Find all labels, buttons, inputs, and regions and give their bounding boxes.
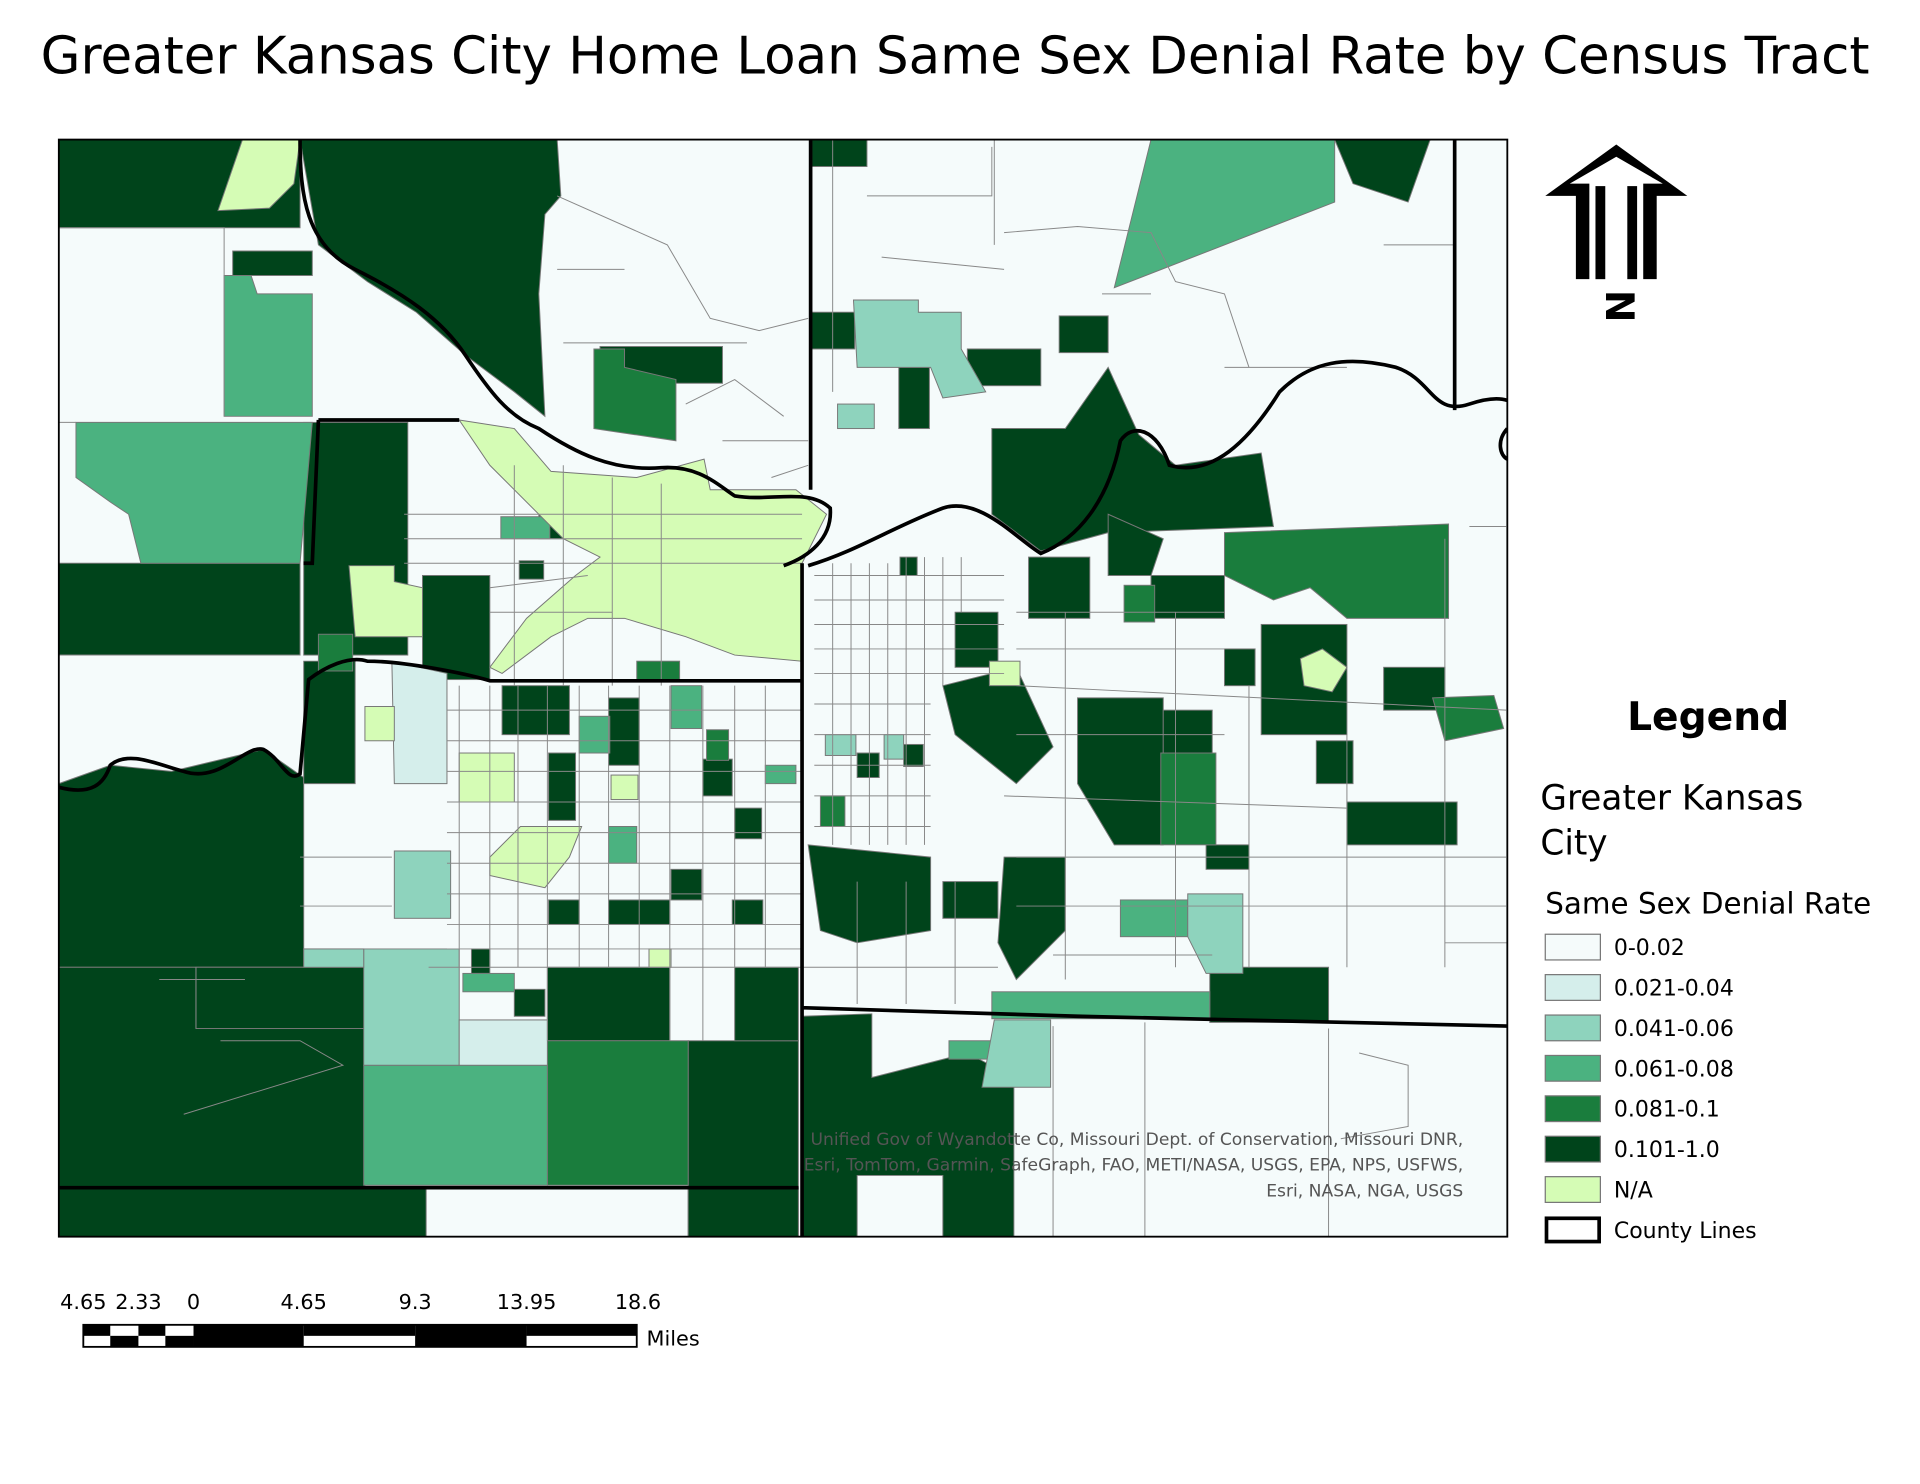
legend-swatch [1544,1054,1601,1082]
legend-swatch [1544,1216,1601,1244]
legend-swatch [1544,1014,1601,1042]
tracts-na [217,139,1348,968]
legend-swatch [1544,974,1601,1001]
legend-label: N/A [1614,1178,1653,1203]
legend-label: County Lines [1614,1219,1757,1244]
legend-label: 0.101-1.0 [1614,1138,1720,1163]
legend-swatch [1544,1176,1601,1203]
legend-layer: Greater Kansas City [1540,777,1804,864]
legend-swatch [1544,933,1601,961]
map-frame [57,138,1509,1238]
legend-swatch [1544,1135,1601,1163]
scale-label: 2.33 [115,1290,161,1314]
north-letter: N [1596,290,1641,323]
legend-label: 0.021-0.04 [1614,976,1734,1001]
county-lines [58,139,1508,1237]
map-body [58,139,1508,1237]
legend-label: 0.061-0.08 [1614,1057,1734,1082]
scale-label: 0 [187,1290,200,1314]
legend-field: Same Sex Denial Rate [1545,886,1871,920]
scale-label: 9.3 [399,1290,432,1314]
attribution-line: Esri, TomTom, Garmin, SafeGraph, FAO, ME… [804,1156,1464,1176]
north-arrow: N [1545,144,1688,323]
legend-swatch [1544,1095,1601,1123]
attribution-line: Esri, NASA, NGA, USGS [1266,1181,1463,1201]
attribution: Unified Gov of Wyandotte Co, Missouri De… [804,1130,1464,1201]
map-title: Greater Kansas City Home Loan Same Sex D… [41,26,1870,86]
scale-label: 13.95 [497,1290,557,1314]
scale-bar: 4.65 2.33 0 4.65 9.3 13.95 18.6 Miles [60,1290,700,1351]
legend-label: 0.041-0.06 [1614,1017,1734,1042]
legend-layer-box: Greater Kansas City [1540,777,1804,864]
scale-label: 4.65 [60,1290,106,1314]
tract-lines [58,139,1508,1237]
scale-label: 18.6 [615,1290,661,1314]
tracts-041 [303,299,1244,1088]
legend-label: 0-0.02 [1614,936,1685,961]
scale-unit: Miles [647,1327,700,1351]
legend-label: 0.081-0.1 [1614,1098,1720,1123]
attribution-line: Unified Gov of Wyandotte Co, Missouri De… [810,1130,1463,1150]
tracts-081 [317,348,1505,1186]
tracts-021 [391,660,548,1066]
legend-heading: Legend [1627,695,1789,740]
legend: Legend Greater Kansas City Same Sex Deni… [1540,695,1871,1244]
scale-label: 4.65 [281,1290,327,1314]
